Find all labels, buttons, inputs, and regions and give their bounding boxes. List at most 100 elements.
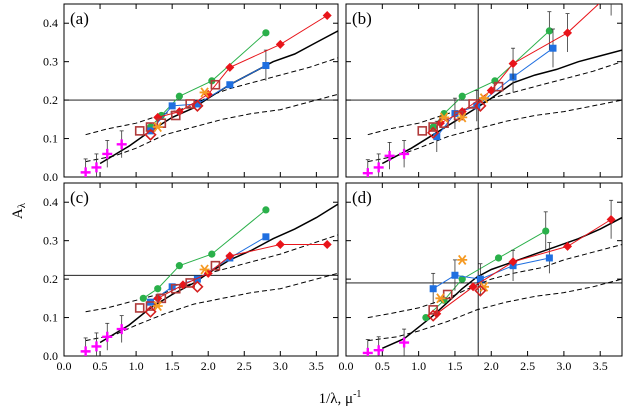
model-lower-dashed bbox=[367, 278, 622, 342]
data-point-magenta bbox=[362, 347, 373, 356]
y-tick-label: 0.1 bbox=[43, 311, 58, 325]
panel-frame bbox=[63, 3, 339, 178]
x-tick-label: 0.5 bbox=[375, 359, 390, 373]
series-magenta bbox=[362, 328, 410, 356]
model-upper-dashed bbox=[367, 244, 622, 319]
data-point-magenta bbox=[399, 148, 410, 159]
data-point-maroon-open bbox=[210, 260, 221, 271]
panel-label: (c) bbox=[70, 188, 89, 207]
data-point-magenta bbox=[80, 346, 91, 356]
panels-group: 0.0 0.1 0.2 0.3 0.4 (a) (b) 0.0 0.5 1.0 1.5 2.0 2.5 3… bbox=[43, 3, 623, 373]
data-point-green bbox=[542, 227, 550, 235]
panel-d: 0.0 0.5 1.0 1.5 2.0 2.5 3.0 3.5 (d) bbox=[339, 182, 623, 373]
data-point-red bbox=[275, 39, 285, 49]
model-lower-dashed bbox=[367, 99, 622, 163]
data-point-open-diamond bbox=[144, 128, 157, 141]
plot-area bbox=[64, 203, 338, 356]
series-red bbox=[432, 199, 616, 319]
series-magenta bbox=[80, 130, 127, 177]
panel-frame bbox=[345, 3, 623, 178]
x-axis-label: 1/λ, μ-1 bbox=[319, 389, 362, 407]
data-point-blue bbox=[433, 133, 441, 141]
data-point-maroon-open bbox=[493, 81, 504, 92]
data-point-magenta bbox=[399, 337, 410, 348]
data-point-open-diamond bbox=[427, 126, 440, 139]
data-point-blue bbox=[193, 100, 201, 108]
panel-label: (a) bbox=[70, 9, 89, 28]
x-tick-label: 0.0 bbox=[57, 359, 72, 373]
data-point-red bbox=[178, 280, 188, 290]
data-point-green bbox=[458, 92, 466, 100]
x-tick-label: 3.0 bbox=[556, 359, 571, 373]
data-point-green bbox=[262, 29, 270, 37]
data-point-blue bbox=[451, 271, 459, 279]
y-tick-label: 0.3 bbox=[43, 234, 58, 248]
data-point-maroon-open bbox=[428, 122, 438, 132]
data-point-magenta bbox=[116, 139, 127, 150]
y-tick-label: 0.0 bbox=[43, 170, 58, 184]
data-point-magenta bbox=[362, 168, 373, 177]
data-point-maroon-open bbox=[134, 126, 145, 136]
data-point-maroon-open bbox=[170, 110, 181, 121]
y-tick-label: 0.4 bbox=[43, 195, 58, 209]
data-point-red bbox=[225, 251, 235, 261]
x-tick-label: 0.5 bbox=[93, 359, 108, 373]
y-tick-label: 0.4 bbox=[43, 16, 58, 30]
series-open-diamond bbox=[427, 284, 487, 322]
data-point-red bbox=[563, 28, 573, 38]
x-tick-label: 1.5 bbox=[447, 359, 462, 373]
data-point-maroon-open bbox=[417, 126, 428, 136]
data-point-orange bbox=[152, 300, 163, 312]
y-axis-label: Aλ bbox=[10, 202, 28, 219]
data-point-maroon-open bbox=[439, 118, 449, 128]
data-point-green bbox=[494, 254, 503, 262]
series-orange bbox=[435, 254, 489, 304]
panel-a: 0.0 0.1 0.2 0.3 0.4 (a) bbox=[43, 3, 339, 184]
series-open-diamond bbox=[427, 99, 487, 139]
data-point-red bbox=[606, 215, 616, 225]
x-tick-label: 3.5 bbox=[593, 359, 608, 373]
data-point-red bbox=[468, 282, 478, 292]
y-tick-label: 0.1 bbox=[43, 132, 58, 146]
data-point-orange bbox=[152, 121, 163, 133]
data-point-red bbox=[486, 86, 496, 95]
data-point-open-diamond bbox=[474, 99, 487, 113]
data-point-green bbox=[545, 27, 553, 35]
data-point-blue bbox=[429, 285, 437, 293]
series-blue bbox=[429, 242, 553, 305]
data-point-magenta bbox=[102, 331, 113, 342]
plot-area bbox=[64, 11, 338, 177]
y-tick-label: 0.2 bbox=[43, 272, 58, 286]
x-tick-label: 1.0 bbox=[411, 359, 426, 373]
model-curve bbox=[381, 216, 622, 349]
data-point-blue bbox=[226, 81, 234, 89]
data-point-magenta bbox=[80, 167, 91, 177]
data-point-open-diamond bbox=[191, 280, 204, 293]
series-magenta bbox=[80, 315, 127, 356]
y-tick-label: 0.2 bbox=[43, 93, 58, 107]
plot-area bbox=[346, 183, 622, 356]
panel-label: (d) bbox=[352, 188, 372, 207]
data-point-maroon-open bbox=[134, 303, 145, 313]
data-point-red bbox=[508, 59, 518, 69]
series-open-diamond bbox=[144, 99, 204, 141]
data-point-magenta bbox=[102, 148, 113, 159]
series-maroon-open bbox=[417, 81, 504, 136]
x-tick-label: 2.5 bbox=[237, 359, 252, 373]
y-tick-label: 0.0 bbox=[43, 349, 58, 363]
data-point-magenta bbox=[384, 150, 395, 161]
data-point-blue bbox=[193, 275, 201, 283]
panel-label: (b) bbox=[352, 9, 372, 28]
data-point-blue bbox=[549, 44, 557, 52]
data-point-open-diamond bbox=[474, 284, 487, 297]
data-point-orange bbox=[199, 264, 210, 275]
x-axis-label-superscript: -1 bbox=[353, 389, 361, 400]
data-point-orange bbox=[457, 112, 468, 123]
panel-frame bbox=[345, 182, 623, 357]
data-point-blue bbox=[262, 62, 270, 70]
data-point-green bbox=[262, 206, 270, 214]
series-green bbox=[139, 206, 270, 302]
data-point-green bbox=[208, 250, 216, 258]
x-tick-label: 1.5 bbox=[165, 359, 180, 373]
